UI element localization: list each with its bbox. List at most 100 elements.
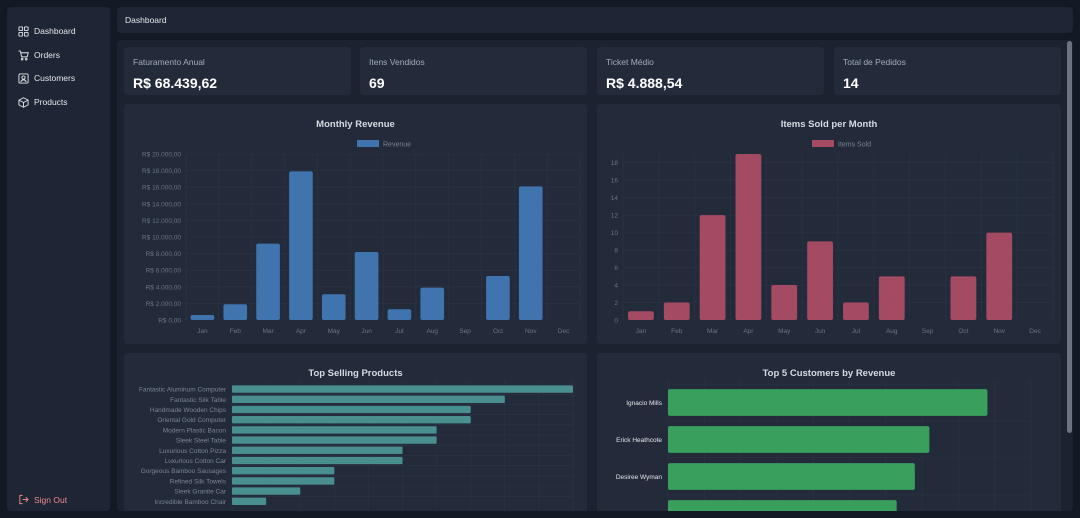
sidebar-item-label: Products <box>34 97 68 107</box>
x-tick-label: Feb <box>671 328 683 335</box>
chart-title: Top Selling Products <box>308 368 403 379</box>
y-tick-label: 10 <box>611 230 619 237</box>
y-tick-label: 2 <box>614 300 618 307</box>
sign-out-label: Sign Out <box>34 494 68 505</box>
x-tick-label: Oct <box>493 328 503 335</box>
sign-out-button[interactable]: Sign Out <box>18 494 67 505</box>
stat-card-annual-revenue: Faturamento Anual R$ 68.439,62 <box>124 47 351 95</box>
bar-nov <box>518 186 543 320</box>
bar-row <box>232 456 403 465</box>
x-tick-label: Apr <box>296 328 307 335</box>
bar-feb <box>663 302 690 320</box>
top-products-card: Top Selling Products Fantastic Aluminum … <box>124 353 587 511</box>
stat-card-items-sold: Itens Vendidos 69 <box>360 47 587 95</box>
stat-value: R$ 4.888,54 <box>606 75 683 91</box>
y-tick-label: Desiree Wyman <box>616 474 663 481</box>
y-tick-label: R$ 14.000,00 <box>142 201 181 208</box>
bar-row <box>668 426 930 453</box>
y-tick-label: R$ 6.000,00 <box>146 268 182 275</box>
bar-row <box>668 463 915 490</box>
y-tick-label: 8 <box>614 248 618 255</box>
y-tick-label: 18 <box>611 160 619 167</box>
y-tick-label: R$ 2.000,00 <box>146 301 182 308</box>
box-icon <box>18 96 29 108</box>
sidebar-item-label: Customers <box>34 73 76 83</box>
sidebar-item-orders[interactable]: Orders <box>18 48 60 62</box>
y-tick-label: Erick Heathcote <box>616 437 662 444</box>
bar-row <box>668 389 988 416</box>
stat-value: R$ 68.439,62 <box>133 75 218 91</box>
x-tick-label: Jan <box>636 328 647 335</box>
chart-title: Top 5 Customers by Revenue <box>762 368 896 379</box>
y-tick-label: Oriental Gold Computer <box>157 417 226 424</box>
sidebar-item-label: Orders <box>34 50 60 60</box>
bar-aug <box>878 276 905 320</box>
bar-row <box>232 385 573 393</box>
bar-apr <box>735 154 762 320</box>
sidebar-item-customers[interactable]: Customers <box>18 71 75 85</box>
y-tick-label: Fantastic Silk Table <box>170 397 226 404</box>
bar-mar <box>699 215 726 320</box>
x-tick-label: Dec <box>558 328 570 335</box>
y-tick-label: Gorgeous Bamboo Sausages <box>141 468 227 475</box>
y-tick-label: Fantastic Aluminum Computer <box>139 387 227 394</box>
bar-may <box>321 294 346 320</box>
items-sold-card: Items Sold per Month Items Sold 0 2 4 6 8 10 12… <box>597 104 1061 344</box>
items-sold-chart: Items Sold 0 2 4 6 8 10 12 14 16 18 Jan Feb Mar Apr May… <box>611 140 1054 335</box>
y-tick-label: R$ 4.000,00 <box>146 284 182 291</box>
top-bar: Dashboard <box>117 7 1073 33</box>
x-tick-label: Jun <box>815 328 826 335</box>
bar-aug <box>420 287 445 320</box>
bar-row <box>232 487 301 495</box>
bar-row <box>232 395 505 403</box>
x-tick-label: Sep <box>922 328 934 335</box>
scrollbar-thumb[interactable] <box>1067 41 1072 433</box>
x-tick-label: Oct <box>958 328 968 335</box>
sidebar-item-label: Dashboard <box>34 26 76 36</box>
bar-jul <box>387 309 412 320</box>
scrollbar[interactable] <box>1066 40 1073 511</box>
grid-icon <box>18 25 29 37</box>
y-tick-label: Modern Plastic Bacon <box>163 427 227 434</box>
bar-jul <box>843 302 869 320</box>
legend-label: Items Sold <box>838 142 871 149</box>
stat-value: 14 <box>843 75 859 91</box>
monthly-revenue-chart: Revenue R$ 0,00 R$ 2.000,00 R$ 4.000,00 R$ 6… <box>142 140 581 335</box>
bar-row <box>668 500 897 511</box>
x-tick-label: Mar <box>262 328 274 335</box>
bar-jan <box>628 311 654 320</box>
y-tick-label: Sleek Steel Table <box>176 438 226 445</box>
sidebar-item-dashboard[interactable]: Dashboard <box>18 24 76 38</box>
y-tick-label: Incredible Bamboo Chair <box>154 499 226 506</box>
bar-row <box>232 446 403 454</box>
top-products-chart: Fantastic Aluminum Computer Fantastic Sil… <box>139 380 574 511</box>
bar-row <box>232 467 335 475</box>
bar-jan <box>190 315 215 320</box>
top-customers-chart: Ignacio Mills Erick Heathcote Desiree Wyma… <box>616 380 1032 511</box>
bar-nov <box>986 232 1013 320</box>
bar-row <box>232 426 437 434</box>
page-title: Dashboard <box>125 15 167 25</box>
x-tick-label: Sep <box>459 328 471 335</box>
y-tick-label: Handmade Wooden Chips <box>150 407 227 414</box>
y-tick-label: Luxurious Cotton Pizza <box>159 448 226 455</box>
bar-jun <box>807 241 833 320</box>
user-card-icon <box>18 72 29 84</box>
stat-card-total-orders: Total de Pedidos 14 <box>834 47 1061 95</box>
y-tick-label: R$ 18.000,00 <box>142 168 181 175</box>
y-tick-label: 0 <box>614 318 618 325</box>
cart-icon <box>18 49 29 60</box>
x-tick-label: Nov <box>525 328 537 335</box>
bar-row <box>232 436 437 444</box>
y-tick-label: 12 <box>611 213 619 220</box>
stat-label: Total de Pedidos <box>843 57 906 67</box>
sidebar: Dashboard Orders Customers Products Sign… <box>7 7 110 511</box>
y-tick-label: Ignacio Mills <box>626 400 663 407</box>
legend-label: Revenue <box>383 142 411 149</box>
bar-row <box>232 405 471 414</box>
stat-label: Itens Vendidos <box>369 57 425 67</box>
stat-card-average-ticket: Ticket Médio R$ 4.888,54 <box>597 47 824 95</box>
main-content: Faturamento Anual R$ 68.439,62 Itens Ven… <box>117 40 1073 511</box>
y-tick-label: 6 <box>614 265 618 272</box>
sidebar-item-products[interactable]: Products <box>18 95 68 109</box>
